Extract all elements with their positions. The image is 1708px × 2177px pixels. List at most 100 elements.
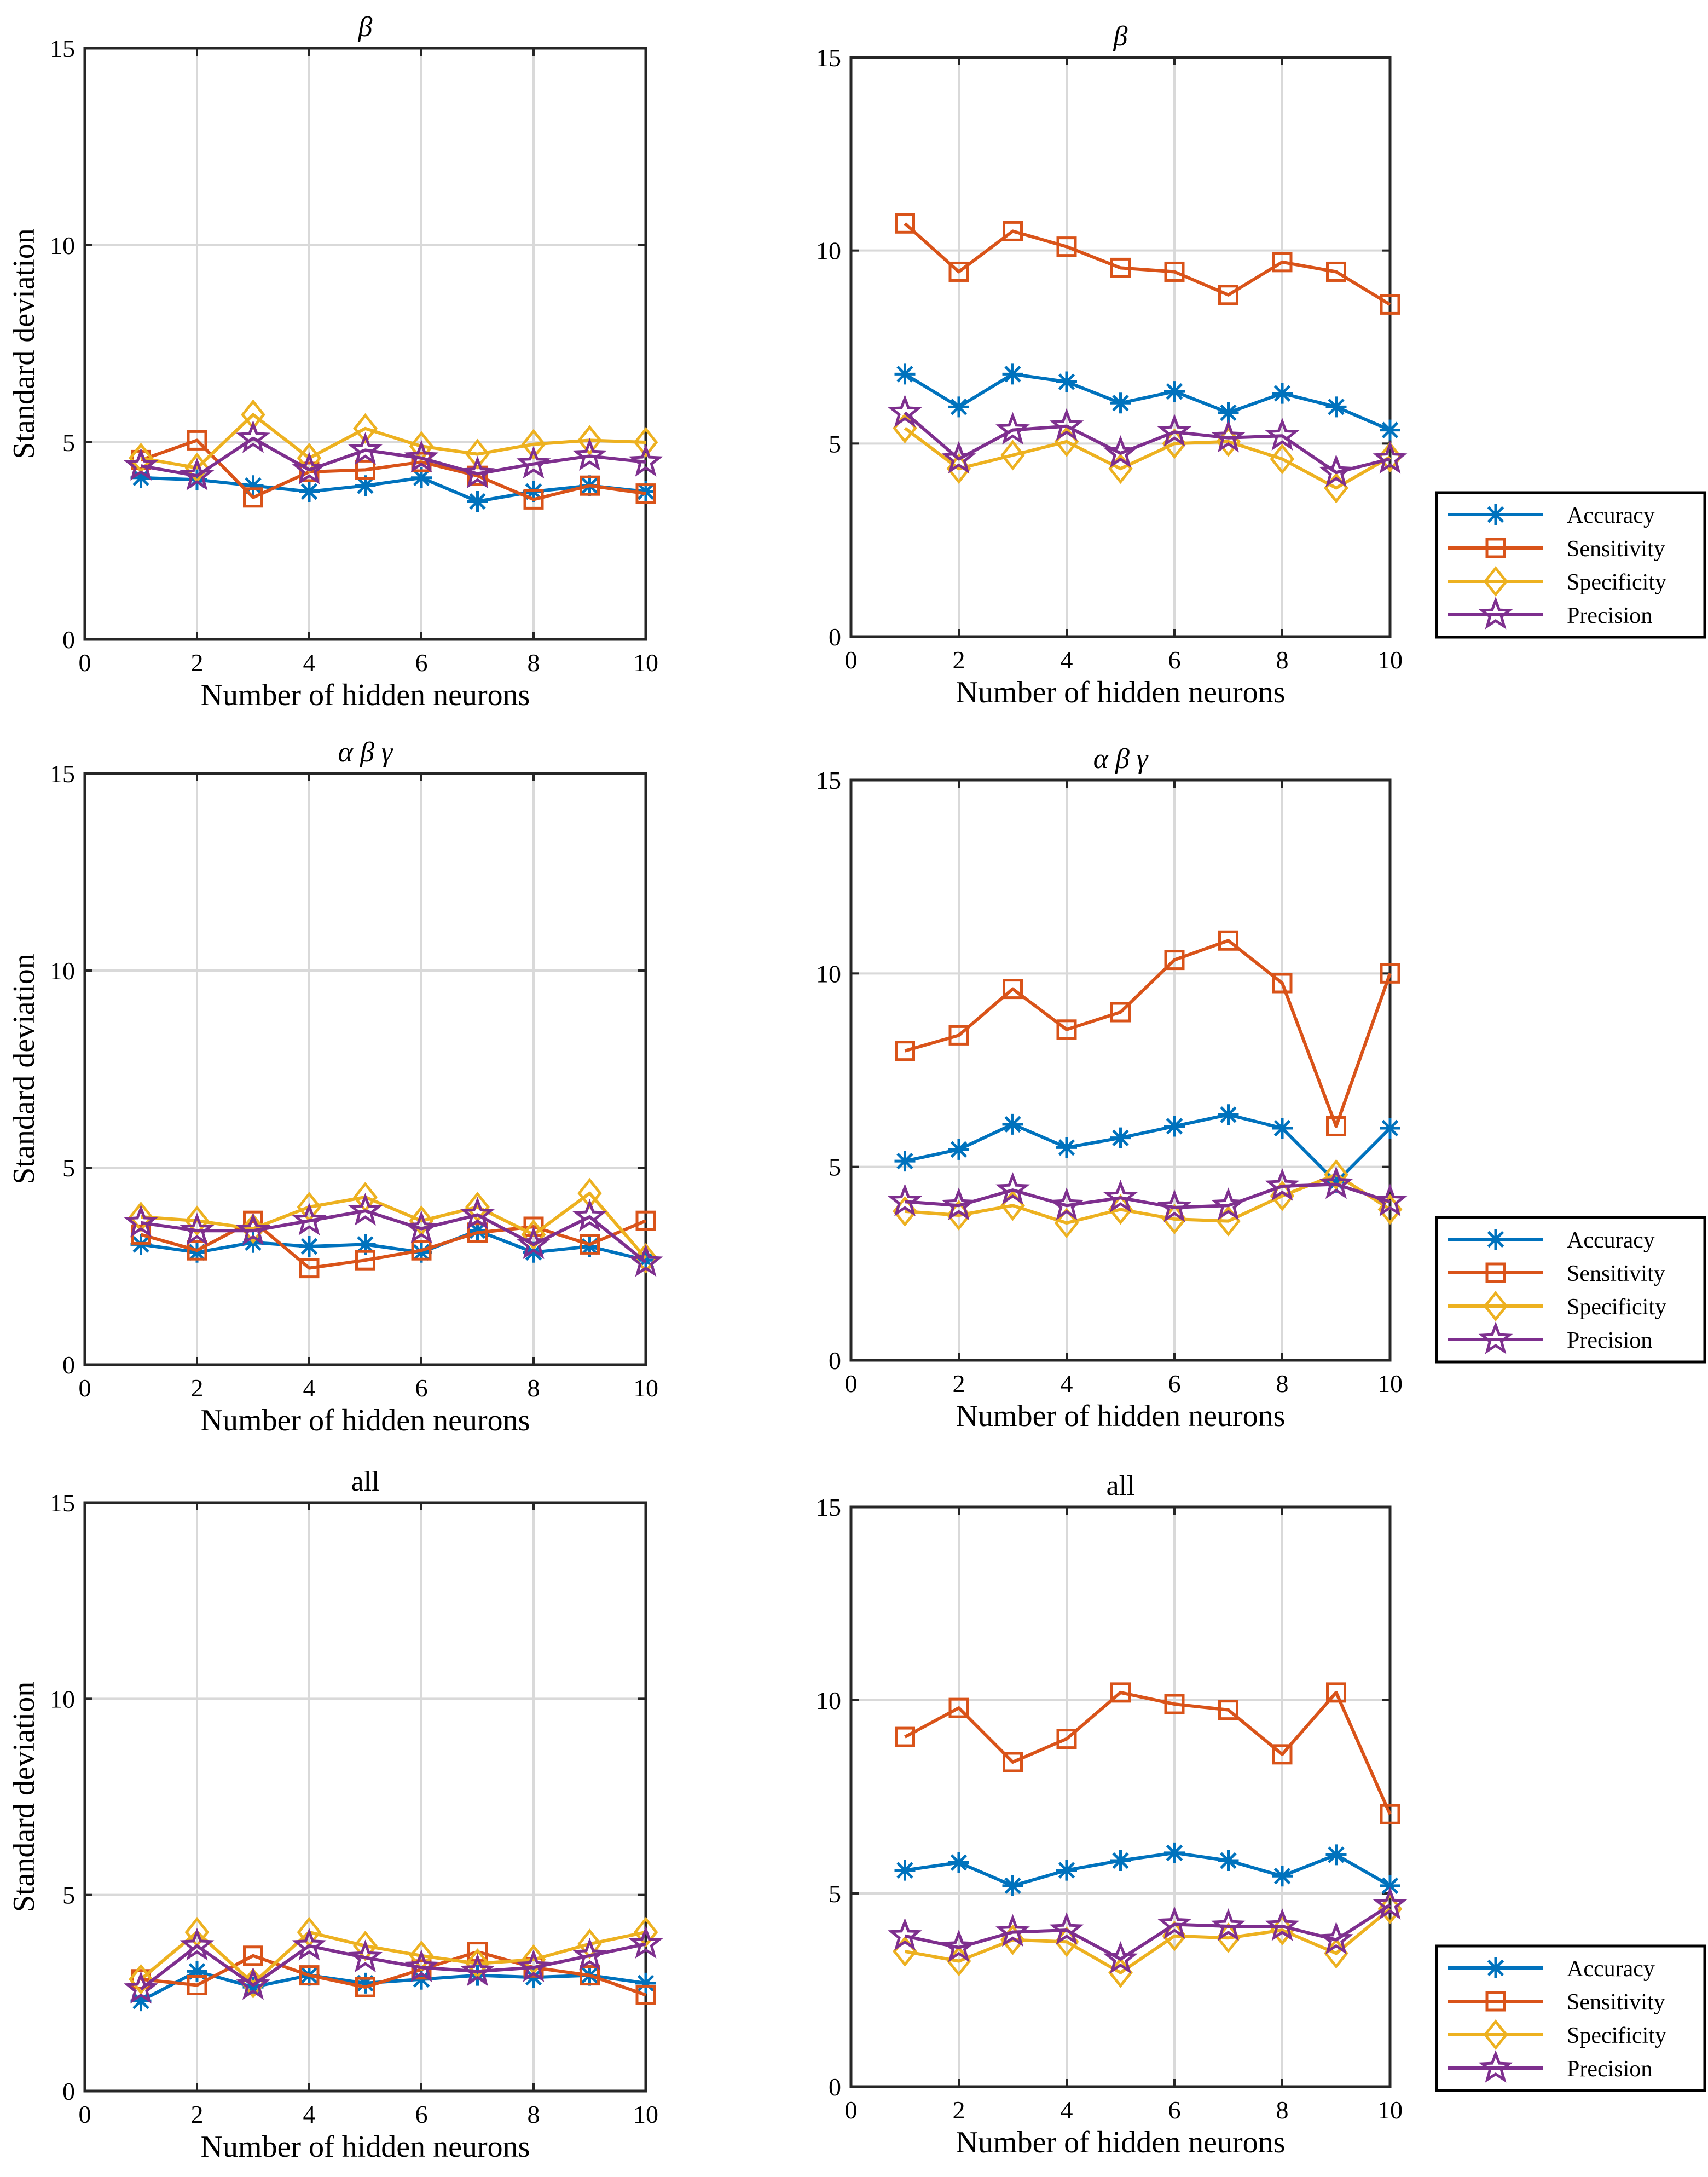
data-point-precision [460, 1953, 495, 1987]
axes-box [849, 56, 1392, 638]
series-line-specificity [141, 1191, 647, 1260]
y-tick-label: 5 [62, 1154, 75, 1182]
x-tick-label: 8 [528, 2100, 540, 2128]
x-tick-label: 10 [633, 649, 658, 677]
legend-item-accuracy: Accuracy [1448, 1956, 1655, 1982]
data-point-specificity [353, 413, 378, 444]
y-tick-label: 5 [829, 430, 841, 458]
data-point-accuracy [299, 1236, 320, 1257]
x-tick-label: 2 [191, 2100, 204, 2128]
axes-box [83, 47, 647, 641]
data-point-precision [941, 441, 976, 474]
legend-label: Precision [1567, 603, 1652, 628]
data-point-sensitivity [1326, 1116, 1346, 1136]
data-point-sensitivity [1218, 930, 1238, 951]
data-point-precision [1319, 454, 1353, 488]
y-tick-label: 10 [816, 960, 841, 988]
series-accuracy [130, 1961, 656, 2012]
series-line-sensitivity [904, 1690, 1392, 1815]
legend-label: Precision [1567, 1328, 1652, 1353]
data-point-sensitivity [1380, 1804, 1400, 1824]
data-point-sensitivity [895, 1726, 915, 1747]
data-point-accuracy [299, 481, 320, 502]
series-precision [888, 394, 1408, 488]
x-tick-label: 0 [79, 649, 91, 677]
x-tick-label: 2 [953, 1370, 965, 1398]
data-point-accuracy [411, 1241, 432, 1263]
x-tick-label: 8 [528, 1374, 540, 1402]
x-tick-label: 4 [303, 1374, 316, 1402]
legend-marker-sensitivity [1485, 538, 1506, 558]
data-point-precision [941, 1929, 976, 1962]
x-tick-label: 8 [528, 649, 540, 677]
legend-label: Accuracy [1567, 1956, 1655, 1982]
legend-item-specificity: Specificity [1448, 565, 1666, 597]
y-tick-label: 15 [816, 1493, 841, 1521]
series-precision [124, 1193, 663, 1277]
axes-box [83, 1501, 647, 2093]
series-line-precision [141, 1209, 647, 1264]
data-point-accuracy [1110, 1850, 1131, 1871]
x-tick-label: 0 [845, 1370, 858, 1398]
y-tick-label: 0 [829, 2073, 841, 2101]
data-point-precision [124, 1971, 158, 2004]
data-point-precision [888, 394, 922, 428]
legend-marker-specificity [1483, 2019, 1508, 2051]
data-point-accuracy [1380, 1118, 1400, 1139]
data-point-accuracy [1056, 1137, 1077, 1158]
data-point-specificity [1000, 440, 1025, 471]
series-accuracy [894, 1104, 1400, 1193]
data-point-sensitivity [187, 1975, 207, 1995]
series-precision [888, 1166, 1408, 1222]
data-point-accuracy [1325, 396, 1347, 418]
data-point-precision [292, 1203, 327, 1235]
data-point-precision [292, 1927, 327, 1961]
data-point-accuracy [1002, 1875, 1023, 1896]
legend-item-precision: Precision [1448, 596, 1652, 630]
data-point-sensitivity [1218, 285, 1238, 305]
y-tick-label: 0 [62, 1351, 75, 1379]
x-tick-label: 4 [303, 649, 316, 677]
data-point-precision [1265, 1908, 1300, 1941]
series-line-precision [140, 436, 646, 478]
chart-panel-2: 0 2 4 6 8 10 0 5 10 15 β Number of hidden neurons Ac… [816, 21, 1706, 709]
data-point-sensitivity [1326, 1682, 1346, 1703]
data-point-accuracy [1380, 419, 1400, 441]
series-line-sensitivity [904, 939, 1392, 1128]
x-axis-label: Number of hidden neurons [956, 2126, 1286, 2159]
x-tick-label: 4 [303, 2100, 316, 2128]
data-point-precision [236, 1212, 270, 1245]
data-point-precision [404, 440, 439, 473]
series-specificity [893, 413, 1403, 504]
data-point-sensitivity [948, 261, 969, 282]
x-tick-label: 6 [415, 2100, 428, 2128]
series-precision [888, 1887, 1408, 1974]
data-point-accuracy [948, 396, 969, 418]
series-accuracy [894, 363, 1400, 441]
data-point-sensitivity [895, 1041, 915, 1061]
series-precision [124, 420, 663, 490]
data-point-precision [516, 1949, 551, 1982]
legend-label: Sensitivity [1567, 1261, 1665, 1286]
x-tick-label: 2 [953, 2096, 965, 2124]
x-tick-label: 4 [1061, 646, 1073, 674]
chart-title: β [1113, 21, 1128, 52]
series-line-precision [140, 1942, 646, 1991]
x-tick-label: 4 [1061, 2096, 1073, 2124]
data-point-accuracy [187, 1241, 207, 1263]
x-tick-label: 2 [191, 1374, 204, 1402]
chart-title: α β γ [338, 737, 393, 768]
data-point-sensitivity [1380, 963, 1400, 984]
data-point-precision [995, 1172, 1030, 1205]
y-tick-label: 10 [816, 1687, 841, 1714]
series-sensitivity [895, 1682, 1400, 1824]
data-point-sensitivity [1326, 261, 1346, 282]
legend-item-accuracy: Accuracy [1448, 503, 1655, 528]
data-point-precision [460, 1197, 495, 1230]
data-point-sensitivity [299, 1965, 320, 1986]
data-point-accuracy [1164, 381, 1185, 402]
x-tick-label: 6 [415, 649, 428, 677]
series-line-specificity [140, 1930, 646, 1985]
data-point-specificity [1270, 443, 1295, 475]
